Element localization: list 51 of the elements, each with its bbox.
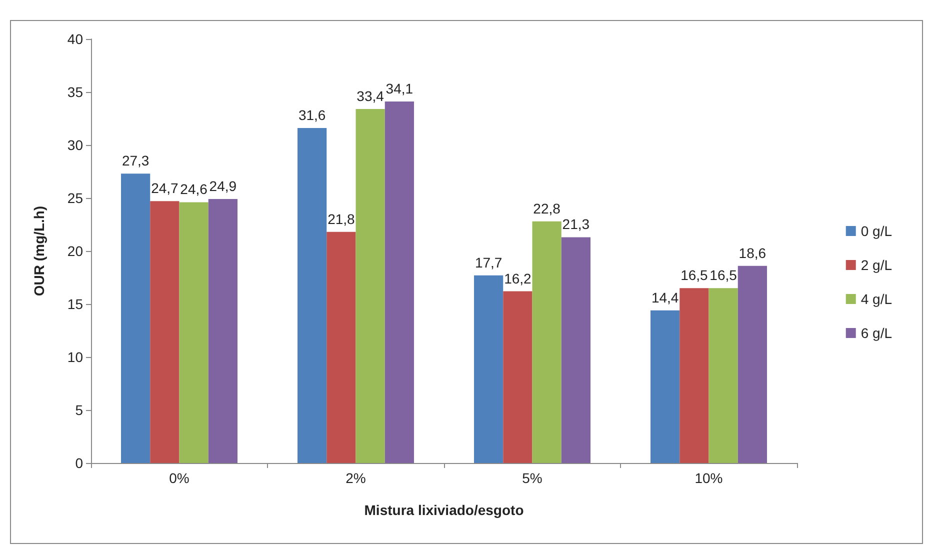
data-label: 24,7 [151,180,179,196]
data-label: 17,7 [474,254,502,270]
x-tick-label: 2% [346,470,366,486]
y-tick-label: 30 [67,137,84,153]
bar [680,288,709,463]
data-label: 16,5 [680,267,708,284]
data-label: 18,6 [738,244,766,261]
bar [326,232,356,463]
bar [356,108,385,463]
data-label: 31,6 [298,107,326,124]
y-tick-label: 35 [67,84,84,100]
data-label: 21,8 [328,210,356,227]
bar [708,288,738,463]
x-axis-title: Mistura lixiviado/esgoto [364,502,524,518]
y-tick-label: 25 [67,190,84,206]
bar [738,266,767,463]
bar [179,202,208,463]
bar [208,199,238,463]
y-tick-label: 10 [67,349,84,365]
y-tick-label: 5 [75,402,84,418]
legend-label: 6 g/L [860,325,892,341]
data-label: 22,8 [533,200,561,216]
data-label: 16,5 [710,267,738,284]
x-tick-label: 5% [522,470,542,486]
bar [561,237,590,463]
x-tick-label: 10% [694,470,723,486]
legend-label: 4 g/L [860,291,892,307]
bar [532,221,562,463]
bar [503,291,532,463]
y-tick-label: 40 [67,31,84,47]
bar [150,201,180,463]
bar [384,102,414,463]
legend-label: 2 g/L [860,257,892,273]
x-tick-label: 0% [169,470,190,486]
data-label: 33,4 [356,88,384,104]
data-label: 24,9 [209,178,237,194]
bar [474,275,504,463]
y-tick-label: 15 [67,296,84,312]
bar [298,128,327,463]
y-axis-title: OUR (mg/L.h) [31,206,47,296]
data-label: 21,3 [562,216,590,232]
bar [121,174,150,463]
data-label: 16,2 [504,270,532,286]
y-tick-label: 20 [67,243,84,259]
data-label: 27,3 [122,152,150,169]
bar [650,310,680,463]
data-label: 24,6 [180,181,208,198]
data-label: 34,1 [386,80,414,97]
y-tick-label: 0 [75,455,84,471]
data-label: 14,4 [651,289,679,306]
legend-label: 0 g/L [860,223,892,239]
